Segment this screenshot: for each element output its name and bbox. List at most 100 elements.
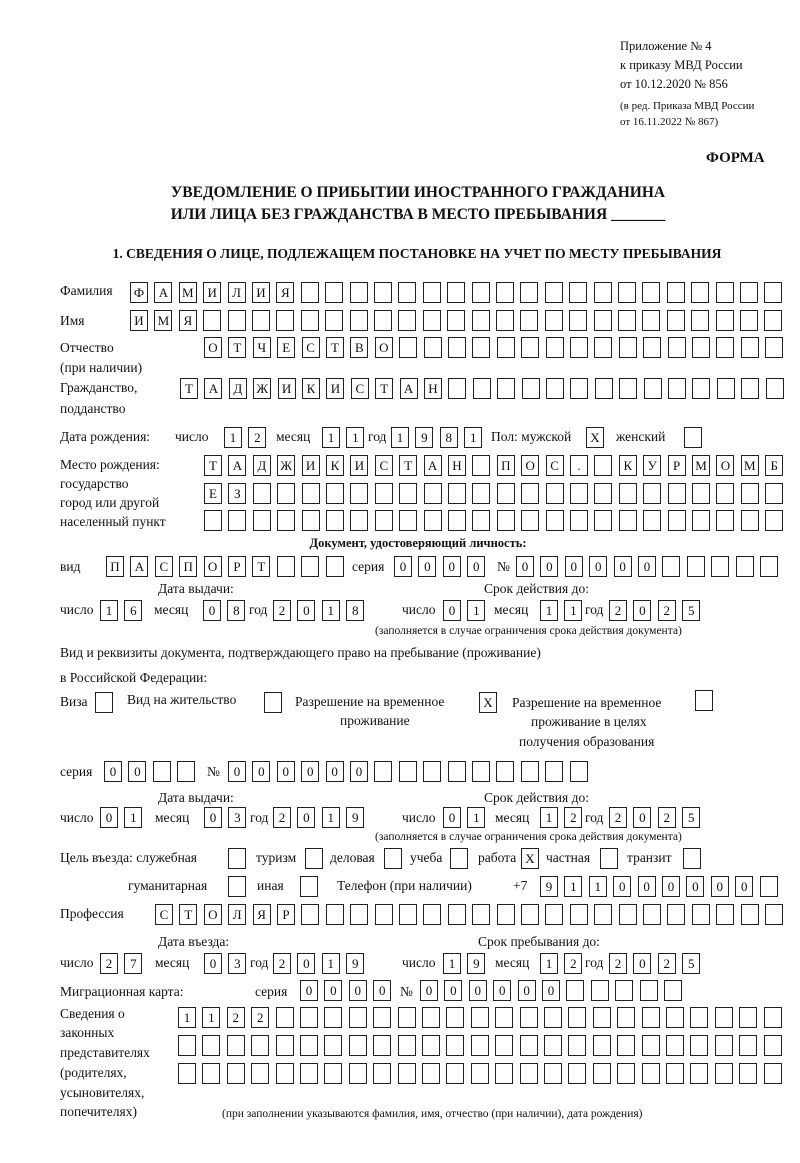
patronymic-cell[interactable]: Т — [228, 337, 247, 358]
temporary-residence-education-checkbox[interactable] — [695, 690, 713, 711]
surname-cell[interactable]: Ф — [130, 282, 148, 303]
birthplace-line3-cell[interactable] — [204, 510, 222, 531]
name-cell[interactable] — [642, 310, 661, 331]
reps-line1-cell[interactable] — [495, 1007, 514, 1028]
birthplace-line2-cell[interactable]: З — [228, 483, 247, 504]
patronymic-cell[interactable]: Ч — [252, 337, 271, 358]
birthplace-line3-cell[interactable] — [740, 510, 759, 531]
birthplace-line3-cell[interactable] — [545, 510, 564, 531]
entry-month-cell[interactable]: 0 — [204, 953, 222, 974]
birthplace-line2-cell[interactable] — [570, 483, 588, 504]
surname-cell[interactable] — [422, 282, 441, 303]
name-cell[interactable] — [227, 310, 246, 331]
id-valid-month-cell[interactable]: 1 — [564, 600, 583, 621]
reps-line2-cell[interactable] — [373, 1035, 392, 1056]
patronymic-cell[interactable]: Т — [326, 337, 344, 358]
purpose-study-checkbox[interactable] — [450, 848, 468, 869]
rd-number-cell[interactable]: 0 — [276, 761, 295, 782]
citizenship-cell[interactable]: К — [302, 378, 320, 399]
name-cell[interactable] — [203, 310, 222, 331]
id-number-cell[interactable]: 0 — [589, 556, 608, 577]
rd-number-cell[interactable] — [398, 761, 417, 782]
id-issue-month-cell[interactable]: 0 — [203, 600, 221, 621]
birthplace-line3-cell[interactable] — [667, 510, 686, 531]
id-issue-year-cell[interactable]: 1 — [321, 600, 340, 621]
rd-series-cell[interactable] — [177, 761, 196, 782]
id-issue-day-cell[interactable]: 6 — [124, 600, 143, 621]
purpose-service-checkbox[interactable] — [228, 848, 246, 869]
birthplace-line1-cell[interactable]: Т — [204, 455, 222, 476]
residence-permit-checkbox[interactable] — [264, 692, 282, 713]
mc-number-cell[interactable]: 0 — [542, 980, 560, 1001]
birthplace-line2-cell[interactable] — [277, 483, 296, 504]
surname-cell[interactable] — [544, 282, 563, 303]
birth-month-cell[interactable]: 1 — [346, 427, 365, 448]
rd-number-cell[interactable]: 0 — [228, 761, 246, 782]
reps-line1-cell[interactable] — [348, 1007, 367, 1028]
name-cell[interactable] — [691, 310, 710, 331]
rd-issue-day-cell[interactable]: 0 — [100, 807, 118, 828]
id-valid-year-cell[interactable]: 5 — [682, 600, 701, 621]
id-valid-year-cell[interactable]: 2 — [657, 600, 676, 621]
profession-cell[interactable] — [569, 904, 588, 925]
patronymic-cell[interactable] — [765, 337, 784, 358]
reps-line1-cell[interactable] — [544, 1007, 562, 1028]
reps-line1-cell[interactable]: 1 — [178, 1007, 196, 1028]
birthplace-line1-cell[interactable]: Р — [667, 455, 686, 476]
reps-line3-cell[interactable] — [324, 1063, 343, 1084]
citizenship-cell[interactable] — [570, 378, 589, 399]
citizenship-cell[interactable]: И — [277, 378, 296, 399]
birthplace-line2-cell[interactable] — [496, 483, 515, 504]
birthplace-line3-cell[interactable] — [448, 510, 466, 531]
reps-line1-cell[interactable]: 1 — [202, 1007, 221, 1028]
birth-year-cell[interactable]: 8 — [439, 427, 458, 448]
birthplace-line1-cell[interactable]: У — [643, 455, 662, 476]
reps-line3-cell[interactable] — [495, 1063, 514, 1084]
reps-line3-cell[interactable] — [446, 1063, 465, 1084]
profession-cell[interactable]: О — [203, 904, 222, 925]
birthplace-line3-cell[interactable] — [374, 510, 393, 531]
birthplace-line1-cell[interactable]: Ж — [277, 455, 296, 476]
patronymic-cell[interactable] — [667, 337, 686, 358]
citizenship-cell[interactable] — [472, 378, 491, 399]
reps-line1-cell[interactable] — [617, 1007, 636, 1028]
id-valid-year-cell[interactable]: 0 — [633, 600, 652, 621]
reps-line2-cell[interactable] — [739, 1035, 758, 1056]
name-cell[interactable]: Я — [178, 310, 197, 331]
birthplace-line2-cell[interactable] — [374, 483, 393, 504]
citizenship-cell[interactable] — [765, 378, 784, 399]
birthplace-line2-cell[interactable] — [448, 483, 466, 504]
citizenship-cell[interactable] — [741, 378, 760, 399]
reps-line3-cell[interactable] — [397, 1063, 416, 1084]
birthplace-line2-cell[interactable] — [618, 483, 637, 504]
id-number-cell[interactable]: 0 — [516, 556, 534, 577]
reps-line3-cell[interactable] — [544, 1063, 562, 1084]
surname-cell[interactable] — [349, 282, 368, 303]
name-cell[interactable]: И — [130, 310, 148, 331]
birthplace-line2-cell[interactable] — [326, 483, 344, 504]
profession-cell[interactable] — [521, 904, 539, 925]
patronymic-cell[interactable]: В — [350, 337, 369, 358]
birth-day-cell[interactable]: 2 — [248, 427, 267, 448]
profession-cell[interactable] — [447, 904, 466, 925]
surname-cell[interactable] — [691, 282, 710, 303]
profession-cell[interactable] — [765, 904, 783, 925]
birth-year-cell[interactable]: 1 — [464, 427, 483, 448]
reps-line3-cell[interactable] — [690, 1063, 709, 1084]
id-issue-month-cell[interactable]: 8 — [227, 600, 246, 621]
rd-number-cell[interactable] — [447, 761, 466, 782]
name-cell[interactable] — [593, 310, 612, 331]
citizenship-cell[interactable]: Н — [424, 378, 442, 399]
birthplace-line1-cell[interactable] — [472, 455, 491, 476]
rd-series-cell[interactable]: 0 — [104, 761, 122, 782]
stay-year-cell[interactable]: 0 — [633, 953, 652, 974]
reps-line3-cell[interactable] — [422, 1063, 440, 1084]
reps-line2-cell[interactable] — [178, 1035, 196, 1056]
id-kind-cell[interactable]: О — [203, 556, 222, 577]
rd-number-cell[interactable] — [520, 761, 539, 782]
mc-number-cell[interactable] — [566, 980, 585, 1001]
birthplace-line1-cell[interactable] — [594, 455, 613, 476]
reps-line2-cell[interactable] — [300, 1035, 318, 1056]
phone-cell[interactable]: 0 — [735, 876, 754, 897]
profession-cell[interactable] — [740, 904, 759, 925]
